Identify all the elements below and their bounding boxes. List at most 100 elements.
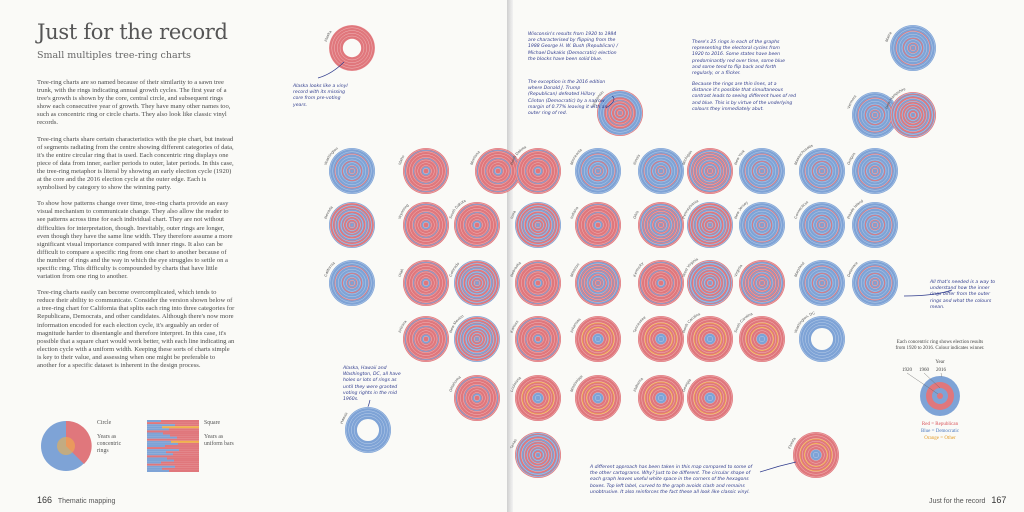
ring xyxy=(660,338,662,340)
ring-divider xyxy=(600,93,640,133)
ring-divider xyxy=(532,392,544,404)
ring-divider xyxy=(524,156,553,185)
ring-divider xyxy=(471,277,483,289)
square-bar-dem xyxy=(147,438,164,441)
ring-divider xyxy=(578,151,618,191)
ring-divider xyxy=(869,109,881,121)
ring-divider xyxy=(861,269,890,298)
ring-divider xyxy=(904,106,922,124)
ring-divider xyxy=(861,156,890,185)
tree-ring-chart-illinois: Illinois xyxy=(633,148,684,194)
ring-divider xyxy=(698,386,722,410)
ring-divider xyxy=(354,416,383,445)
ring-divider xyxy=(641,205,681,245)
ring-divider xyxy=(693,322,727,356)
ring-divider xyxy=(578,205,618,245)
note-rings: There's 25 rings in each of the graphs r… xyxy=(692,40,785,77)
ring-divider xyxy=(334,30,370,66)
ring-divider xyxy=(756,165,768,177)
ring xyxy=(597,282,599,284)
ring-divider xyxy=(698,159,722,183)
ring-divider xyxy=(586,271,610,295)
ring xyxy=(537,397,539,399)
ring-divider xyxy=(658,168,664,174)
page-subtitle: Small multiples tree-ring charts xyxy=(37,50,191,61)
state-label: Kentucky xyxy=(633,261,645,277)
ring-divider xyxy=(349,222,355,228)
square-bar-rep xyxy=(163,432,199,435)
square-bar-dem xyxy=(147,440,171,443)
ring-divider xyxy=(521,322,555,356)
ring-divider xyxy=(417,274,435,292)
ring xyxy=(537,224,539,226)
ring-divider xyxy=(652,330,670,348)
ring-divider xyxy=(454,202,500,248)
ring-divider xyxy=(866,274,884,292)
ring-divider xyxy=(890,92,936,138)
ring xyxy=(815,454,817,456)
ring-divider xyxy=(524,325,553,354)
ring-divider xyxy=(526,159,550,183)
ring xyxy=(709,338,711,340)
ring xyxy=(874,282,876,284)
ring-divider xyxy=(658,336,664,342)
ring-divider xyxy=(890,25,936,71)
square-bar-dem xyxy=(147,449,179,452)
ring-divider xyxy=(454,316,500,362)
ring-divider xyxy=(521,208,555,242)
tree-ring-chart-ohio: Ohio xyxy=(633,202,684,248)
ring-divider xyxy=(693,208,727,242)
state-label: Indiana xyxy=(570,205,580,219)
ring-divider xyxy=(872,280,878,286)
ring-divider xyxy=(899,34,928,63)
ring-divider xyxy=(532,449,544,461)
square-bar-rep xyxy=(175,424,199,427)
ring-divider xyxy=(687,202,733,248)
ring xyxy=(874,224,876,226)
square-bar-dem xyxy=(147,426,162,429)
note-alaska: Alaska looks like a vinyl record with it… xyxy=(293,84,348,108)
ring-divider xyxy=(414,327,438,351)
ring-divider xyxy=(869,277,881,289)
tree-ring-chart-new-jersey: New Jersey xyxy=(734,200,785,248)
ring-divider xyxy=(592,392,604,404)
ring-divider xyxy=(655,165,667,177)
ring xyxy=(425,282,427,284)
state-label: Arizona xyxy=(398,319,408,333)
ring xyxy=(761,170,763,172)
ring-divider xyxy=(647,269,676,298)
ring-divider xyxy=(584,384,613,413)
ring-divider xyxy=(524,210,553,239)
paragraph-1: Tree-ring charts are so named because of… xyxy=(37,79,231,127)
ring-divider xyxy=(855,151,895,191)
key-pointer xyxy=(940,372,943,378)
ring-divider xyxy=(403,316,449,362)
ring-divider xyxy=(486,159,510,183)
ring-divider xyxy=(584,156,613,185)
ring-divider xyxy=(750,159,774,183)
ring-divider xyxy=(893,28,933,68)
ring-divider xyxy=(704,333,716,345)
ring-divider xyxy=(698,327,722,351)
ring-divider xyxy=(855,205,895,245)
ring-divider xyxy=(524,441,553,470)
ring-divider xyxy=(575,260,621,306)
ring-divider xyxy=(409,154,443,188)
state-label: Montana xyxy=(470,149,482,165)
ring-divider xyxy=(329,148,375,194)
ring-divider xyxy=(518,378,558,418)
ring-divider xyxy=(340,213,364,237)
ring-divider xyxy=(739,316,785,362)
ring-divider xyxy=(515,375,561,421)
ring-divider xyxy=(863,213,887,237)
ring-divider xyxy=(535,280,541,286)
ring-divider xyxy=(529,389,547,407)
state-label: Georgia xyxy=(682,377,693,392)
ring-divider xyxy=(412,269,441,298)
ring xyxy=(537,170,539,172)
state-label: Ohio xyxy=(633,210,640,219)
ring-divider xyxy=(901,103,925,127)
ring-divider xyxy=(696,210,725,239)
note-approach: A different approach has been taken in t… xyxy=(590,465,753,495)
ring xyxy=(597,338,599,340)
